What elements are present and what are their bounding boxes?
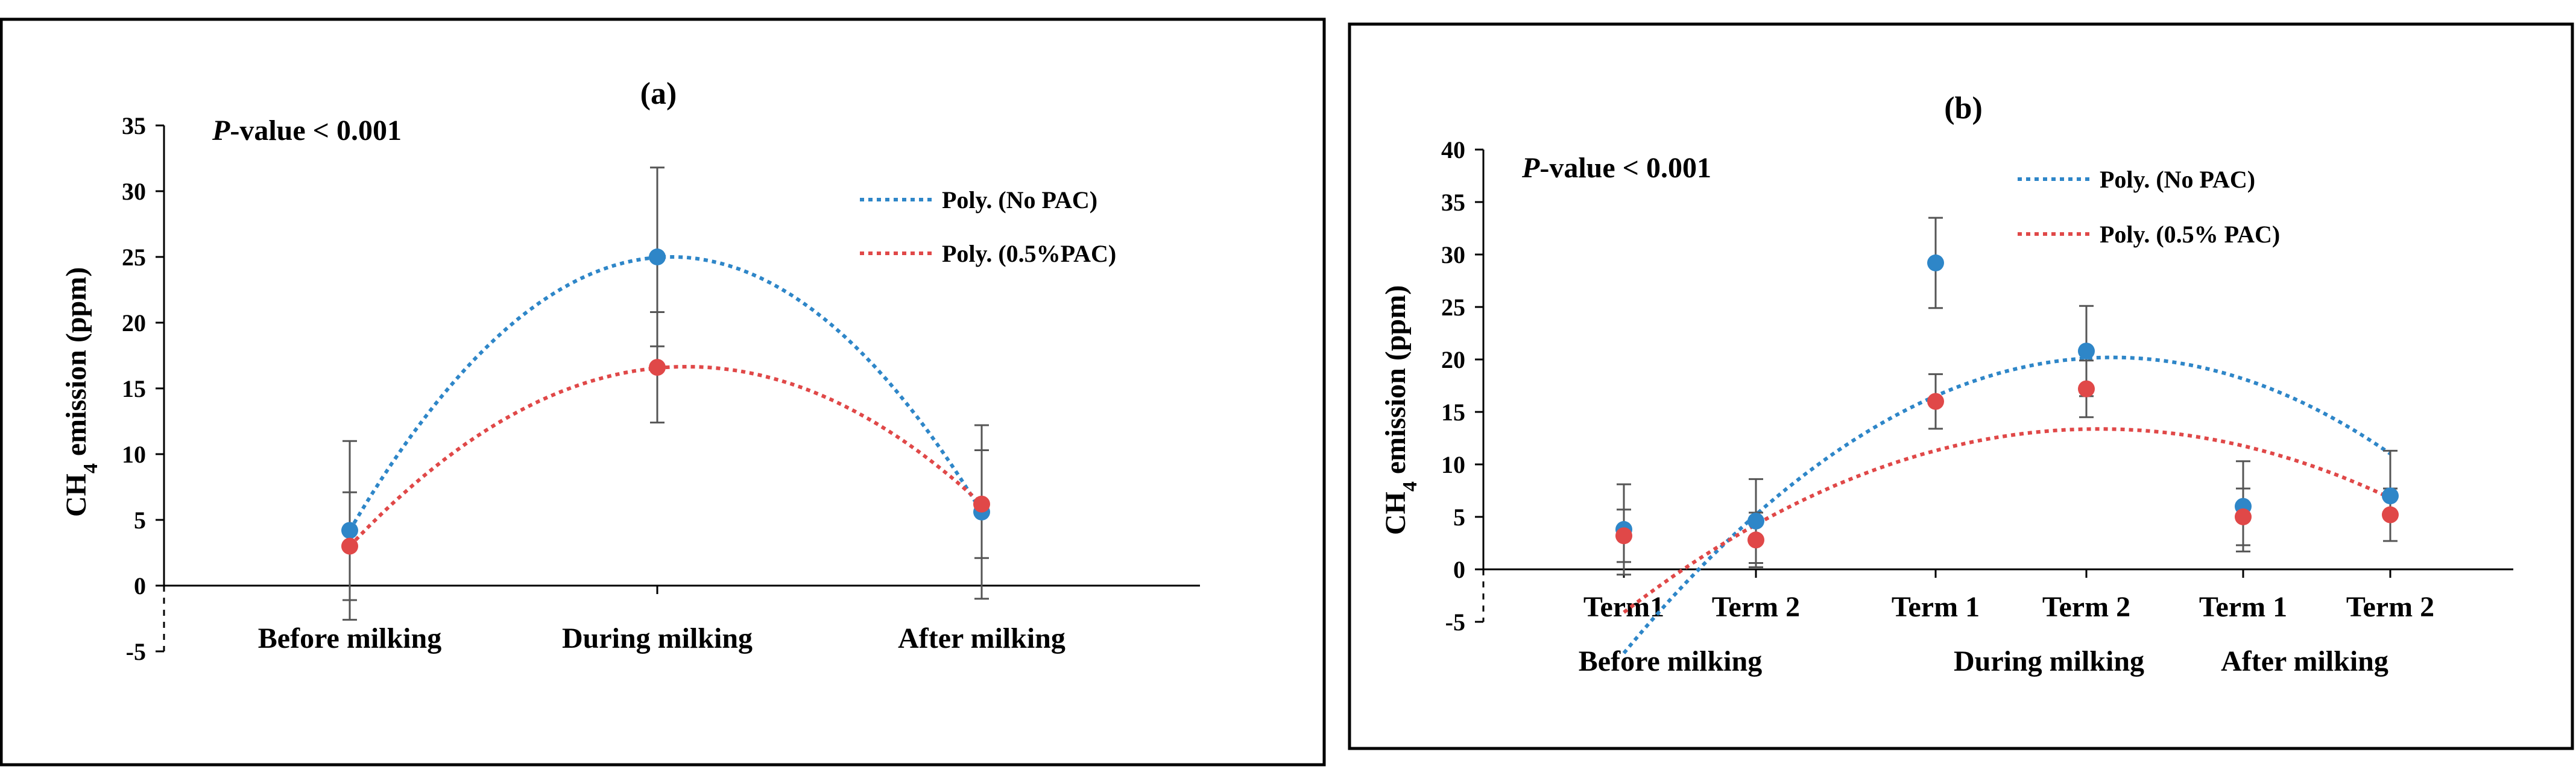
panel-b-y-tick-label: 25: [1441, 294, 1465, 321]
panel-a-axes: -5 0 5 10 15 20 25 30 35 Before milking During mil…: [122, 112, 1200, 665]
panel-b-pvalue-rest: -value < 0.001: [1539, 152, 1711, 184]
panel-b-x-tick-label: Term 1: [2199, 591, 2287, 623]
panel-a-trendline-series-1: [348, 364, 983, 548]
panel-b-y-tick-label: 15: [1441, 399, 1465, 426]
panel-b-x-group-label: Before milking: [1579, 645, 1762, 677]
panel-b-pvalue-p: P: [1521, 152, 1540, 184]
panel-a-pvalue: P-value < 0.001: [212, 115, 402, 147]
panel-a-y-tick-label: 10: [122, 441, 146, 468]
panel-b-point-series-1: [2235, 508, 2252, 525]
panel-a-y-tick-label: 20: [122, 309, 146, 337]
panel-b-trendline-series-0: [1622, 355, 2391, 654]
panel-b-y-tick-label: 35: [1441, 189, 1465, 216]
panel-b-x-tick-label: Term 2: [2346, 591, 2434, 623]
panel-b-x-group-label: During milking: [1954, 645, 2144, 677]
panel-a-y-tick-label: 30: [122, 178, 146, 205]
panel-b-y-axis-title: CH4 emission (ppm): [1380, 285, 1421, 535]
panel-b-point-series-0: [1747, 512, 1764, 530]
panel-a-y-tick-label: 25: [122, 244, 146, 271]
panel-b-point-series-1: [2382, 506, 2399, 524]
panel-b-point-series-1: [1615, 527, 1632, 545]
panel-b-legend: Poly. (No PAC) Poly. (0.5% PAC): [2018, 166, 2280, 248]
panel-a-pvalue-p: P: [212, 115, 230, 147]
panel-b-point-series-0: [1927, 254, 1944, 271]
panel-b-ylabel-pre: CH: [1380, 492, 1412, 535]
panel-a-ylabel-pre: CH: [60, 473, 92, 517]
panel-a-legend-label: Poly. (0.5%PAC): [942, 240, 1116, 267]
panel-a-x-tick-label: After milking: [898, 622, 1065, 654]
panel-b-points: [1615, 254, 2399, 549]
chart-panel-a: (a) P-value < 0.001 CH4 emission (ppm) -…: [0, 17, 1326, 767]
panel-a-legend: Poly. (No PAC) Poly. (0.5%PAC): [860, 186, 1116, 267]
panel-a-point-series-1: [649, 359, 666, 376]
panel-b-y-tick-label: 30: [1441, 241, 1465, 268]
panel-b-y-tick-label: 0: [1453, 556, 1465, 583]
panel-b-pvalue: P-value < 0.001: [1521, 152, 1711, 184]
panel-b-y-tick-label: 40: [1441, 136, 1465, 163]
panel-a-point-series-0: [649, 248, 666, 265]
panel-a-ylabel-sub: 4: [80, 463, 102, 473]
chart-panel-b: (b) P-value < 0.001 CH4 emission (ppm) -…: [1348, 22, 2574, 750]
panel-b-point-series-1: [1747, 531, 1764, 549]
panel-b-legend-label: Poly. (0.5% PAC): [2100, 221, 2280, 248]
panel-a-point-series-0: [341, 522, 358, 539]
panel-b-point-series-1: [2078, 380, 2095, 397]
panel-a-x-tick-label: During milking: [562, 622, 753, 654]
panel-b-legend-label: Poly. (No PAC): [2100, 166, 2255, 193]
panel-a-frame: [0, 17, 1326, 767]
panel-a-label: (a): [640, 77, 677, 111]
panel-a-points: [341, 248, 990, 555]
panel-b-x-tick-label: Term 1: [1892, 591, 1980, 623]
panel-a-y-tick-label: 0: [134, 572, 146, 599]
panel-a-y-tick-label: 5: [134, 507, 146, 534]
panel-a-y-tick-label: 35: [122, 112, 146, 139]
panel-a-y-axis-title: CH4 emission (ppm): [60, 267, 102, 517]
panel-b-x-tick-label: Term 2: [1712, 591, 1800, 623]
panel-a-x-tick-label: Before milking: [258, 622, 441, 654]
panel-b-y-tick-label: -5: [1445, 609, 1465, 636]
panel-b-label: (b): [1944, 91, 1983, 125]
panel-b-axes: -5 0 5 10 15 20 25 30 35 40 Term1 Term 2 Term 1 Term …: [1441, 136, 2513, 677]
panel-b-x-tick-label: Term1: [1583, 591, 1664, 623]
panel-b-ylabel-sub: 4: [1399, 481, 1421, 492]
panel-b-x-group-label: After milking: [2221, 645, 2388, 677]
panel-b-point-series-1: [1927, 393, 1944, 410]
panel-a-ylabel-post: emission (ppm): [60, 267, 92, 463]
panel-a-legend-label: Poly. (No PAC): [942, 186, 1097, 214]
panel-a-point-series-1: [341, 537, 358, 555]
panel-a-y-tick-label: -5: [126, 638, 146, 665]
panel-a-y-tick-label: 15: [122, 375, 146, 402]
panel-b-ylabel-post: emission (ppm): [1380, 285, 1412, 481]
panel-b-y-tick-label: 20: [1441, 346, 1465, 373]
panel-b-y-tick-label: 10: [1441, 451, 1465, 478]
panel-a-point-series-1: [973, 495, 990, 513]
panel-b-y-tick-label: 5: [1453, 504, 1465, 531]
panel-b-frame: [1348, 22, 2574, 750]
panel-b-point-series-0: [2382, 487, 2399, 505]
panel-b-x-tick-label: Term 2: [2042, 591, 2130, 623]
panel-b-point-series-0: [2078, 343, 2095, 360]
panel-a-pvalue-rest: -value < 0.001: [230, 115, 402, 147]
